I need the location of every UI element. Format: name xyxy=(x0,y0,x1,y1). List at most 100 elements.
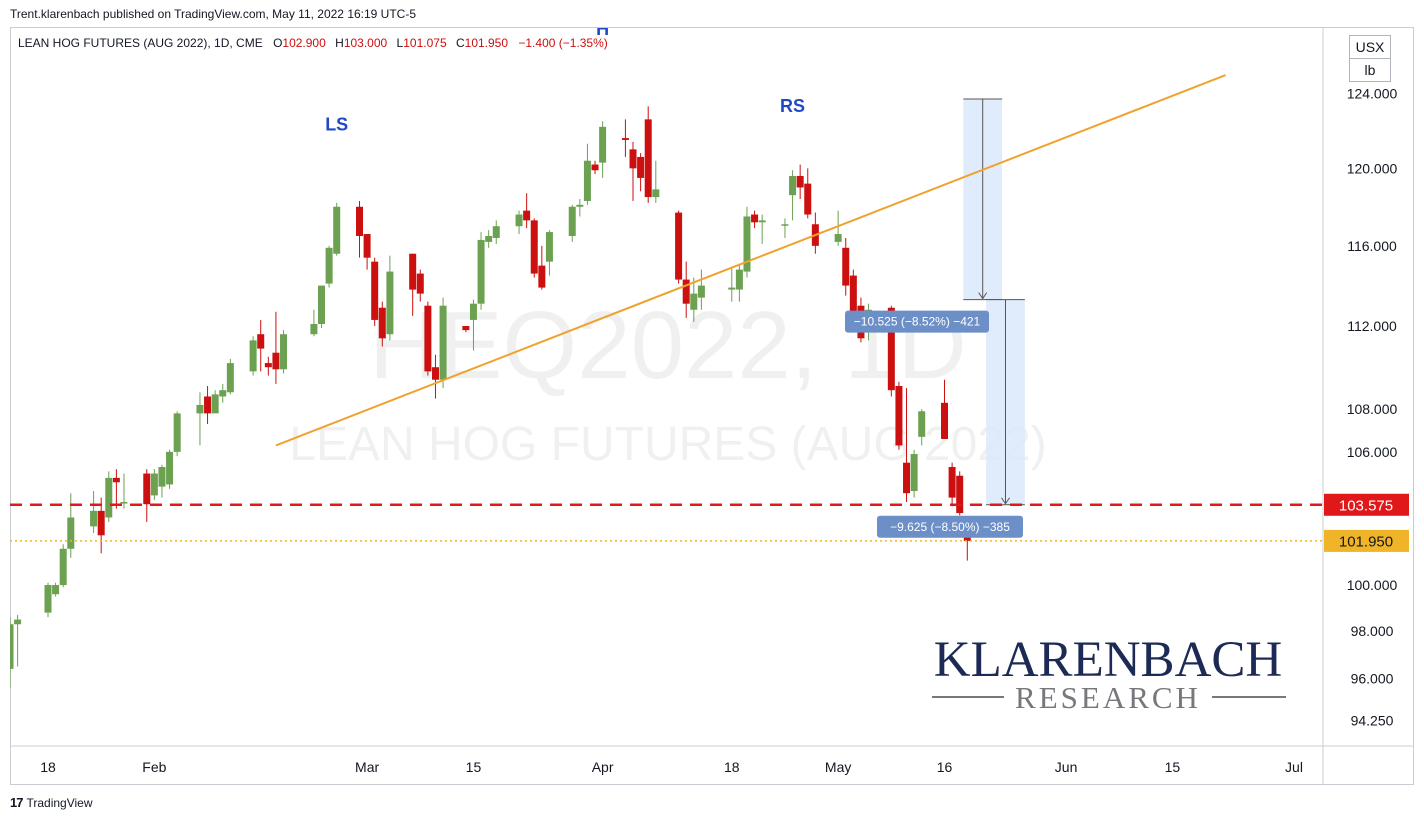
candle-body-14 xyxy=(166,451,174,485)
candle-body-56 xyxy=(629,149,637,169)
pattern-labels: LS H RS xyxy=(325,28,805,135)
candle-body-51 xyxy=(576,204,584,207)
unit-per[interactable]: lb xyxy=(1350,58,1390,81)
x-tick-label-10: Jul xyxy=(1285,759,1303,775)
y-tick-label-7: 98.000 xyxy=(1351,623,1394,639)
y-tick-label-6: 100.000 xyxy=(1347,577,1398,593)
x-tick-label-5: 18 xyxy=(724,759,740,775)
candles xyxy=(10,106,971,688)
price-axis[interactable]: 124.000 120.000 116.000 112.000 108.000 106.0… xyxy=(1347,85,1398,728)
legend-l-key: L xyxy=(397,36,404,50)
pattern-label-ls: LS xyxy=(325,115,348,135)
candle-body-60 xyxy=(675,212,683,280)
unit-currency[interactable]: USX xyxy=(1355,39,1385,55)
candle-body-22 xyxy=(257,334,265,349)
candle-body-47 xyxy=(530,220,538,274)
footer-brand: TradingView xyxy=(26,795,93,810)
candle-body-66 xyxy=(743,216,751,272)
legend-h-value: 103.000 xyxy=(344,36,388,50)
candle-body-4 xyxy=(59,548,67,586)
candle-body-64 xyxy=(728,287,736,290)
candle-body-2 xyxy=(44,585,52,613)
x-tick-label-4: Apr xyxy=(592,759,614,775)
candle-body-83 xyxy=(918,411,926,437)
legend-c-value: 101.950 xyxy=(465,36,509,50)
candle-body-18 xyxy=(211,394,219,414)
time-axis[interactable]: 18 Feb Mar 15 Apr 18 May 16 Jun 15 Jul xyxy=(40,759,1303,775)
drawn-lines xyxy=(10,74,1323,542)
legend-line: LEAN HOG FUTURES (AUG 2022), 1D, CME O10… xyxy=(18,36,608,50)
last-price-badge xyxy=(1324,529,1409,552)
candle-body-75 xyxy=(842,247,850,286)
candle-body-53 xyxy=(591,164,599,171)
candle-body-50 xyxy=(568,206,576,237)
candle-body-46 xyxy=(523,210,531,221)
candle-body-35 xyxy=(409,253,417,290)
candle-body-8 xyxy=(105,477,113,518)
y-tick-label-4: 108.000 xyxy=(1347,401,1398,417)
y-tick-label-8: 96.000 xyxy=(1351,670,1394,686)
candle-body-61 xyxy=(682,279,690,304)
legend: LEAN HOG FUTURES (AUG 2022), 1D, CME O10… xyxy=(18,36,608,50)
candle-body-48 xyxy=(538,265,546,288)
klarenbach-logo: KLARENBACH RESEARCH xyxy=(932,632,1286,715)
measure-label-bg-1 xyxy=(877,515,1023,538)
footer: 17 TradingView xyxy=(10,795,93,810)
legend-symbol: LEAN HOG FUTURES (AUG 2022), 1D, CME xyxy=(18,36,263,50)
support-line-badge xyxy=(1324,493,1409,516)
candle-body-85 xyxy=(948,467,956,498)
candle-body-81 xyxy=(903,462,911,494)
x-tick-label-6: May xyxy=(825,759,851,775)
candle-body-9 xyxy=(112,477,120,483)
candle-body-37 xyxy=(424,305,432,372)
y-tick-label-9: 94.250 xyxy=(1351,712,1394,728)
watermark-symbol: HEQ2022, 1D xyxy=(369,292,967,399)
y-tick-label-0: 124.000 xyxy=(1347,85,1398,101)
legend-h-key: H xyxy=(335,36,344,50)
legend-o-value: 102.900 xyxy=(282,36,326,50)
legend-change: −1.400 (−1.35%) xyxy=(518,36,607,50)
x-tick-label-7: 16 xyxy=(937,759,953,775)
candle-body-80 xyxy=(895,385,903,446)
candle-body-34 xyxy=(386,271,394,335)
logo-subtitle: RESEARCH xyxy=(1015,680,1201,715)
candle-body-67 xyxy=(751,214,759,223)
candle-body-31 xyxy=(363,234,371,258)
candle-body-28 xyxy=(325,247,333,284)
candle-body-27 xyxy=(318,285,326,324)
candle-body-69 xyxy=(781,224,789,226)
measure-arrowhead-1 xyxy=(1001,497,1010,505)
y-tick-label-1: 120.000 xyxy=(1347,160,1398,176)
tradingview-logo-icon: 17 xyxy=(10,795,24,810)
measure-tools xyxy=(963,98,1025,506)
candle-body-7 xyxy=(97,510,105,536)
candle-body-24 xyxy=(272,352,280,370)
measure-label-1: −9.625 (−8.50%) −385 xyxy=(890,520,1010,534)
candle-body-71 xyxy=(796,175,804,188)
legend-l-value: 101.075 xyxy=(403,36,447,50)
x-tick-label-3: 15 xyxy=(466,759,482,775)
support-line-badge-label: 103.575 xyxy=(1339,497,1393,514)
legend-o-key: O xyxy=(273,36,282,50)
plot-area[interactable]: LS H RS xyxy=(7,19,1323,688)
price-badges: 103.575 101.950 xyxy=(1324,493,1409,552)
candle-body-57 xyxy=(637,156,645,178)
candle-body-36 xyxy=(416,273,424,294)
candle-body-17 xyxy=(204,396,212,414)
candle-body-13 xyxy=(158,467,166,487)
candle-body-33 xyxy=(378,307,386,339)
candle-body-52 xyxy=(583,160,591,201)
candle-body-39 xyxy=(439,305,447,380)
unit-selector[interactable]: USX lb xyxy=(1349,35,1391,82)
candle-body-32 xyxy=(371,261,379,320)
x-tick-label-2: Mar xyxy=(355,759,379,775)
candle-body-41 xyxy=(469,303,477,320)
candle-body-43 xyxy=(485,236,493,242)
logo-title: KLARENBACH xyxy=(934,632,1283,688)
candle-body-68 xyxy=(758,220,766,223)
candle-body-58 xyxy=(644,119,652,198)
candle-body-29 xyxy=(333,206,341,254)
candle-body-6 xyxy=(90,510,98,527)
measure-label-0: −10.525 (−8.52%) −421 xyxy=(854,315,981,329)
